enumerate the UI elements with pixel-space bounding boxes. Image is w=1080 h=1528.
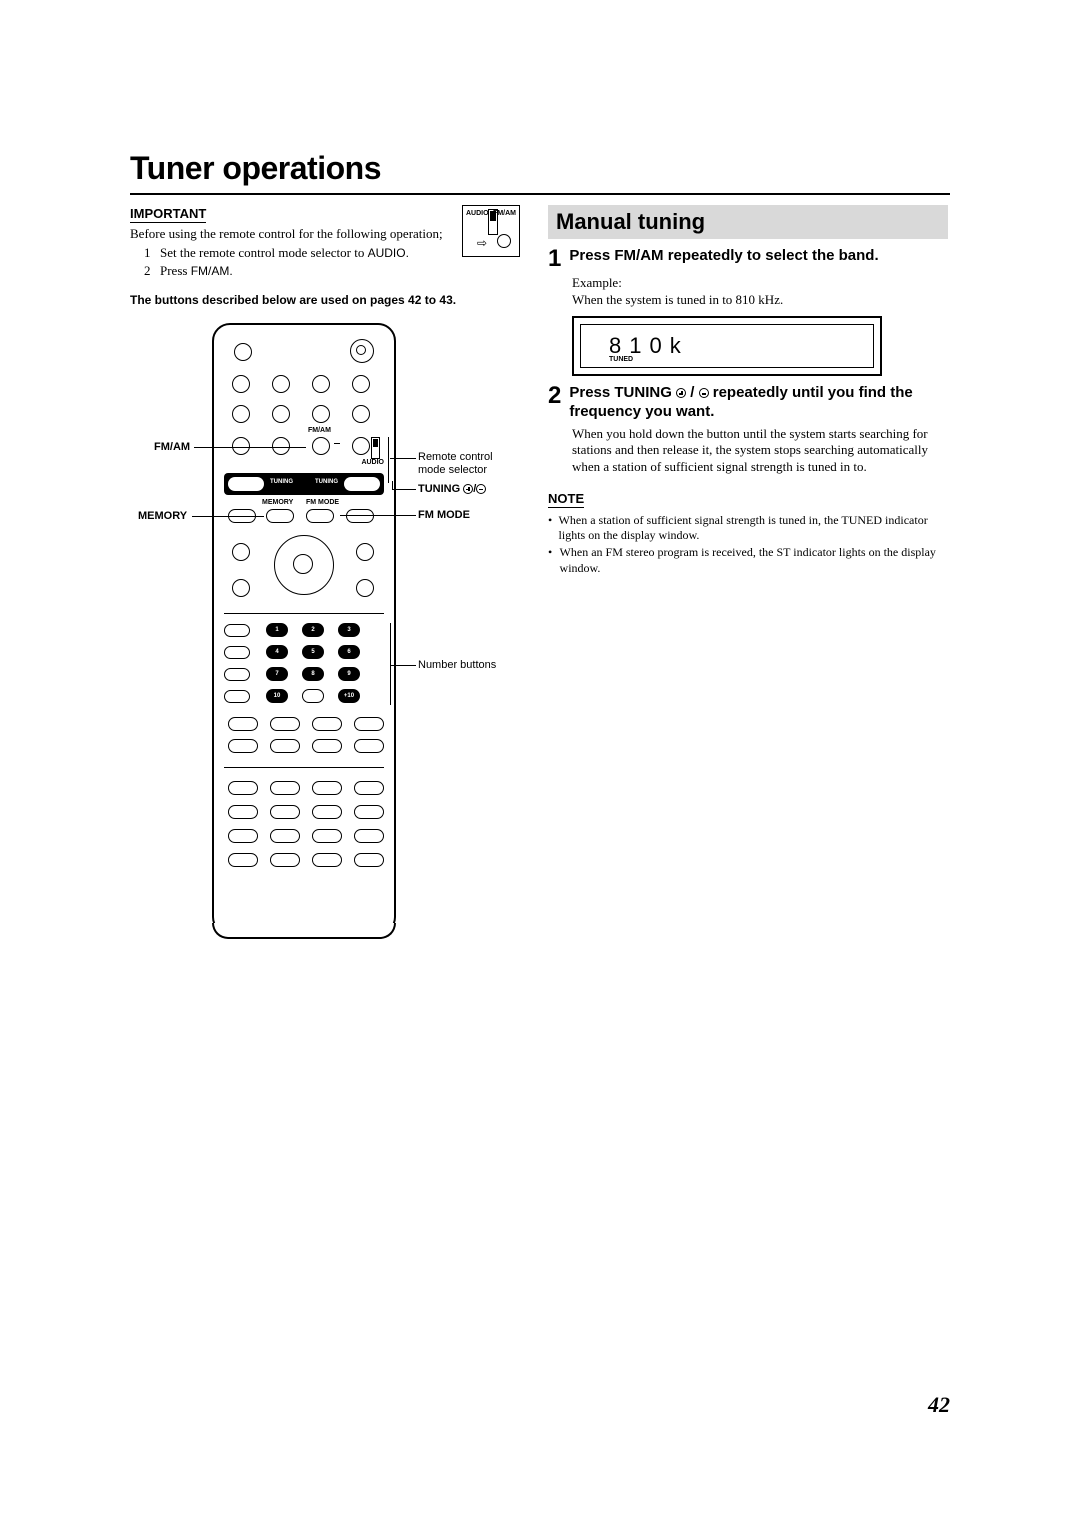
- fmam-callout: FM/AM: [154, 441, 190, 453]
- number-button-block: 1 2 3 4 5 6 7 8: [224, 621, 384, 709]
- remote-btn: [234, 343, 252, 361]
- memory-tiny-label: MEMORY: [262, 499, 293, 506]
- remote-memory-btn: [266, 509, 294, 523]
- tuning-tiny-r: TUNING: [315, 479, 338, 485]
- step-1: 1 Press FM/AM repeatedly to select the b…: [548, 247, 948, 271]
- remote-btn: [272, 375, 290, 393]
- two-column-layout: IMPORTANT Before using the remote contro…: [130, 205, 950, 943]
- remote-btn: [350, 339, 374, 363]
- note-item: •When a station of sufficient signal str…: [548, 513, 948, 544]
- remote-btn: [352, 405, 370, 423]
- mini-audio-label: AUDIO: [466, 210, 489, 217]
- remote-btn: [232, 543, 250, 561]
- number-buttons-callout: Number buttons: [418, 659, 496, 672]
- fmmode-tiny-label: FM MODE: [306, 499, 339, 506]
- manual-tuning-banner: Manual tuning: [548, 205, 948, 239]
- mini-button-icon: [497, 234, 511, 248]
- mini-arrow-icon: ⇨: [477, 236, 487, 251]
- remote-tuning-bar: TUNING TUNING: [224, 473, 384, 495]
- remote-btn: [232, 579, 250, 597]
- memory-callout: MEMORY: [138, 510, 187, 522]
- tuning-callout: TUNING /: [418, 483, 486, 495]
- plus-icon: [676, 388, 686, 398]
- note-list: •When a station of sufficient signal str…: [548, 513, 948, 576]
- remote-btn: [272, 437, 290, 455]
- step-1-title: Press FM/AM repeatedly to select the ban…: [569, 247, 948, 271]
- step-1-example: Example: When the system is tuned in to …: [572, 275, 948, 308]
- remote-btn: [312, 405, 330, 423]
- item-text: Press FM/AM.: [160, 263, 233, 279]
- tuning-plus-btn: [344, 477, 380, 491]
- step-2-body: When you hold down the button until the …: [572, 426, 948, 476]
- remote-btn: [352, 375, 370, 393]
- note-block: NOTE •When a station of sufficient signa…: [548, 490, 948, 576]
- page-content: Tuner operations IMPORTANT Before using …: [130, 150, 950, 943]
- tuning-minus-btn: [228, 477, 264, 491]
- remote-btn: [356, 579, 374, 597]
- item-num: 1: [144, 245, 152, 261]
- buttons-note: The buttons described below are used on …: [130, 293, 520, 307]
- minus-icon: [699, 388, 709, 398]
- step-number: 2: [548, 384, 561, 422]
- remote-btn: [346, 509, 374, 523]
- note-heading: NOTE: [548, 491, 584, 508]
- remote-fmmode-btn: [306, 509, 334, 523]
- remote-dpad: [274, 535, 334, 595]
- remote-btn: [312, 375, 330, 393]
- display-tuned-indicator: TUNED: [609, 356, 633, 363]
- item-num: 2: [144, 263, 152, 279]
- mini-slider-track: [488, 209, 498, 235]
- important-block: IMPORTANT Before using the remote contro…: [130, 205, 520, 279]
- important-heading: IMPORTANT: [130, 206, 206, 223]
- remote-fmam-btn: [312, 437, 330, 455]
- step-2-title: Press TUNING / repeatedly until you find…: [569, 384, 948, 422]
- step-2: 2 Press TUNING / repeatedly until you fi…: [548, 384, 948, 422]
- remote-btn: [232, 437, 250, 455]
- mode-selector-mini: AUDIO FM/AM ⇨: [462, 205, 520, 257]
- page-number: 42: [928, 1392, 950, 1418]
- tuning-tiny-l: TUNING: [270, 479, 293, 485]
- left-column: IMPORTANT Before using the remote contro…: [130, 205, 520, 943]
- minus-icon: [476, 484, 486, 494]
- right-column: Manual tuning 1 Press FM/AM repeatedly t…: [548, 205, 948, 943]
- fmmode-callout: FM MODE: [418, 509, 470, 521]
- step-number: 1: [548, 247, 561, 271]
- fmam-tiny-label: FM/AM: [308, 427, 331, 434]
- title-rule: [130, 193, 950, 195]
- remote-btn: [272, 405, 290, 423]
- remote-btn: [356, 543, 374, 561]
- remote-btn: [352, 437, 370, 455]
- mini-slider-knob: [490, 211, 496, 221]
- mode-selector-callout: Remote control mode selector: [418, 451, 518, 477]
- note-item: •When an FM stereo program is received, …: [548, 545, 948, 576]
- remote-mode-selector: [371, 437, 380, 459]
- important-item-2: 2 Press FM/AM.: [144, 263, 520, 279]
- remote-btn: [232, 405, 250, 423]
- remote-diagram: FM/AM AUDIO TUNING: [130, 323, 520, 943]
- plus-icon: [463, 484, 473, 494]
- page-title: Tuner operations: [130, 150, 950, 187]
- audio-tiny-label: AUDIO: [361, 459, 384, 466]
- remote-body: FM/AM AUDIO TUNING: [212, 323, 396, 935]
- remote-btn: [232, 375, 250, 393]
- display-panel: 810k TUNED: [572, 316, 882, 376]
- item-text: Set the remote control mode selector to …: [160, 245, 409, 261]
